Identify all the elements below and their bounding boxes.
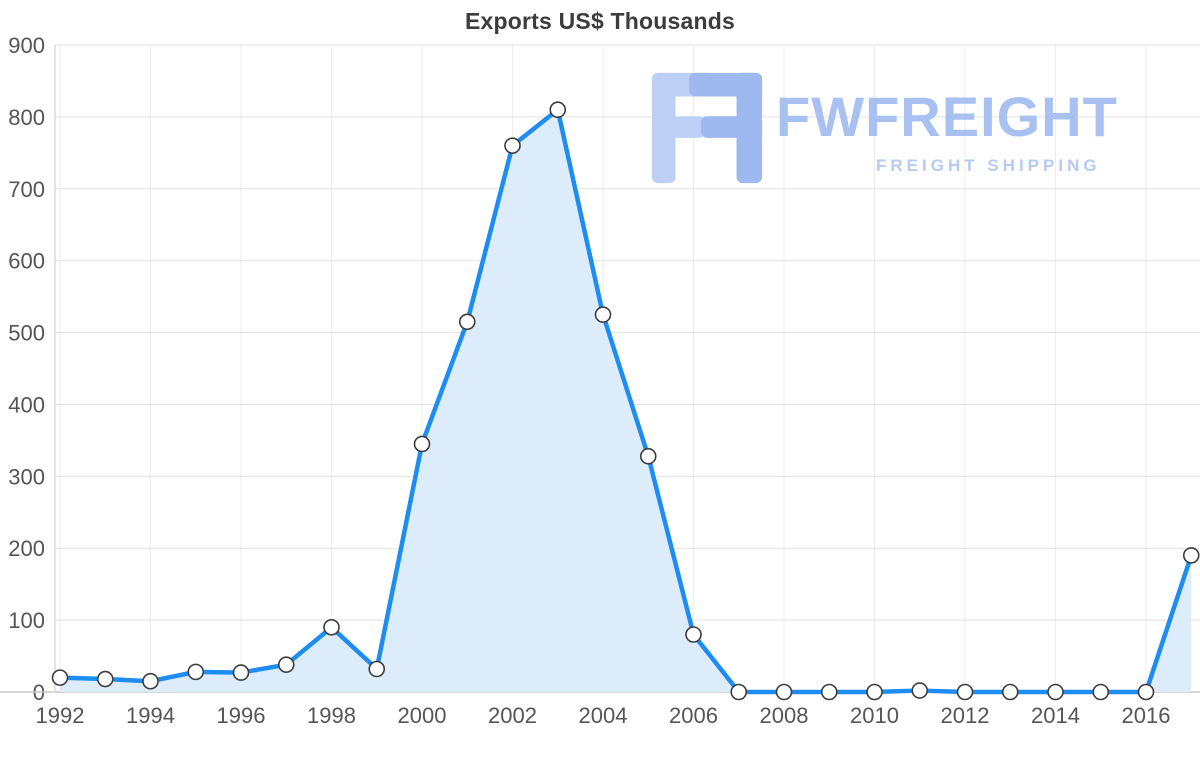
chart-title: Exports US$ Thousands <box>464 8 736 34</box>
svg-text:2000: 2000 <box>398 703 447 728</box>
svg-text:2002: 2002 <box>488 703 537 728</box>
svg-text:100: 100 <box>8 608 45 633</box>
svg-text:2014: 2014 <box>1031 703 1080 728</box>
svg-text:2016: 2016 <box>1122 703 1171 728</box>
svg-text:2012: 2012 <box>941 703 990 728</box>
svg-text:900: 900 <box>8 33 45 58</box>
svg-text:800: 800 <box>8 105 45 130</box>
svg-text:700: 700 <box>8 177 45 202</box>
svg-text:400: 400 <box>8 392 45 417</box>
svg-text:1992: 1992 <box>36 703 85 728</box>
svg-text:2010: 2010 <box>850 703 899 728</box>
svg-text:2004: 2004 <box>579 703 628 728</box>
svg-text:200: 200 <box>8 536 45 561</box>
svg-text:1994: 1994 <box>126 703 175 728</box>
svg-text:600: 600 <box>8 249 45 274</box>
svg-text:500: 500 <box>8 321 45 346</box>
svg-text:2008: 2008 <box>760 703 809 728</box>
svg-text:1998: 1998 <box>307 703 356 728</box>
svg-text:2006: 2006 <box>669 703 718 728</box>
svg-text:1996: 1996 <box>217 703 266 728</box>
svg-text:300: 300 <box>8 464 45 489</box>
